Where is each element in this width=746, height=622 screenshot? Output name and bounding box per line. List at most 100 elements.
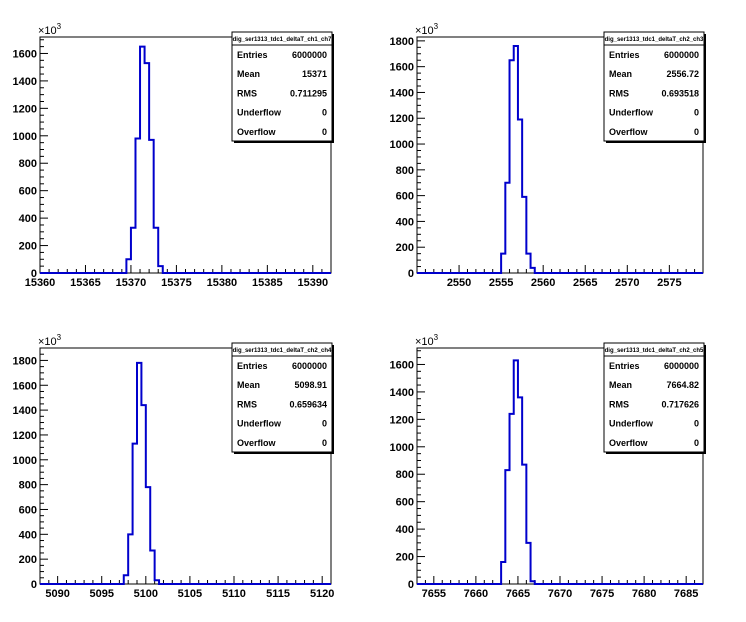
stats-box-frame <box>603 31 705 142</box>
histogram-pad-1: 15360 15365 15370 15375 15380 15385 15390 0 200 4… <box>13 22 334 289</box>
x-tick-label: 15375 <box>161 277 192 289</box>
y-tick-label: 1800 <box>13 355 37 367</box>
y-tick-label: 800 <box>396 469 414 481</box>
stats-box-frame <box>231 342 333 453</box>
y-axis-exponent-power: 3 <box>57 333 62 342</box>
y-tick-label: 800 <box>396 165 414 177</box>
histogram-pad-2: 2550 2555 2560 2565 2570 2575 0 200 400 600 800 100… <box>390 22 706 289</box>
stats-value-underflow: 0 <box>694 108 699 118</box>
stats-value-rms: 0.717626 <box>661 399 699 409</box>
y-tick-label: 400 <box>19 529 37 541</box>
stats-value-mean: 7664.82 <box>666 380 699 390</box>
x-tick-label: 2555 <box>489 277 513 289</box>
y-tick-label: 1600 <box>13 48 37 60</box>
x-tick-label: 5090 <box>45 588 69 600</box>
y-tick-label: 200 <box>19 554 37 566</box>
histogram-bin <box>145 63 150 273</box>
y-tick-label: 1800 <box>390 36 414 48</box>
y-tick-label: 400 <box>19 213 37 225</box>
y-axis-exponent-base: ×10 <box>38 25 57 37</box>
x-tick-label: 2560 <box>531 277 555 289</box>
histogram-pad-3: 5090 5095 5100 5105 5110 5115 5120 0 200 400 600 80… <box>13 333 335 600</box>
histogram-bin <box>135 139 140 273</box>
y-axis-exponent-power: 3 <box>57 22 62 31</box>
x-tick-label: 5095 <box>89 588 113 600</box>
histogram-bin <box>505 183 509 273</box>
histogram-bin <box>141 405 145 584</box>
stats-box: dig_ser1313_tdc1_deltaT_ch2_ch4 Entries 60… <box>231 342 334 454</box>
stats-value-entries: 6000000 <box>664 361 699 371</box>
x-tick-label: 7680 <box>632 588 656 600</box>
stats-value-underflow: 0 <box>322 108 327 118</box>
x-tick-label: 5115 <box>266 588 290 600</box>
stats-value-entries: 6000000 <box>292 50 327 60</box>
stats-box-frame <box>231 31 333 142</box>
histogram-bin <box>514 46 518 273</box>
histogram-bin <box>126 259 131 273</box>
histogram-bin <box>522 197 526 273</box>
stats-key-mean: Mean <box>609 380 632 390</box>
stats-value-overflow: 0 <box>694 127 699 137</box>
histogram-bin <box>124 575 128 584</box>
x-tick-label: 15390 <box>298 277 329 289</box>
x-tick-label: 15365 <box>70 277 101 289</box>
stats-key-underflow: Underflow <box>609 419 654 429</box>
x-tick-label: 5120 <box>310 588 334 600</box>
stats-key-entries: Entries <box>237 361 268 371</box>
y-tick-label: 600 <box>396 497 414 509</box>
stats-value-overflow: 0 <box>322 127 327 137</box>
stats-value-mean: 5098.91 <box>294 380 327 390</box>
stats-key-entries: Entries <box>237 50 268 60</box>
y-axis-exponent-power: 3 <box>434 333 439 342</box>
stats-value-rms: 0.693518 <box>661 88 699 98</box>
stats-key-underflow: Underflow <box>237 419 282 429</box>
stats-key-overflow: Overflow <box>609 438 649 448</box>
stats-value-rms: 0.659634 <box>289 399 327 409</box>
y-tick-label: 1000 <box>13 131 37 143</box>
x-tick-label: 7675 <box>590 588 614 600</box>
stats-key-mean: Mean <box>609 69 632 79</box>
histogram-bin <box>140 47 145 273</box>
x-tick-label: 2575 <box>657 277 681 289</box>
y-tick-label: 0 <box>408 268 414 280</box>
stats-key-entries: Entries <box>609 50 640 60</box>
y-tick-label: 1200 <box>390 414 414 426</box>
x-tick-label: 5110 <box>222 588 246 600</box>
y-axis-exponent: ×103 <box>38 333 62 348</box>
y-tick-label: 600 <box>396 191 414 203</box>
y-tick-label: 1000 <box>390 442 414 454</box>
histogram-line <box>417 45 703 274</box>
stats-key-mean: Mean <box>237 69 260 79</box>
histogram-bin <box>158 266 163 273</box>
stats-value-overflow: 0 <box>694 438 699 448</box>
y-tick-label: 1400 <box>13 405 37 417</box>
histogram-pad-4: 7655 7660 7665 7670 7675 7680 7685 0 200 400 600 80… <box>390 333 706 600</box>
y-tick-label: 1400 <box>13 76 37 88</box>
x-tick-label: 2570 <box>615 277 639 289</box>
histogram-bin <box>133 444 137 584</box>
y-axis-exponent: ×103 <box>415 22 439 37</box>
stats-title: dig_ser1313_tdc1_deltaT_ch1_ch7 <box>233 37 332 43</box>
x-tick-label: 15370 <box>116 277 147 289</box>
x-tick-label: 7670 <box>548 588 572 600</box>
y-tick-label: 1200 <box>13 430 37 442</box>
y-tick-label: 1400 <box>390 387 414 399</box>
stats-key-entries: Entries <box>609 361 640 371</box>
histogram-line <box>417 359 703 585</box>
histogram-bin <box>155 580 159 584</box>
y-tick-label: 1600 <box>390 62 414 74</box>
y-axis-exponent-power: 3 <box>434 22 439 31</box>
histogram-bin <box>514 360 518 584</box>
stats-box: dig_ser1313_tdc1_deltaT_ch1_ch7 Entries 60… <box>231 31 334 143</box>
histogram-bin <box>501 254 505 273</box>
y-tick-label: 200 <box>396 242 414 254</box>
stats-value-entries: 6000000 <box>664 50 699 60</box>
stats-value-entries: 6000000 <box>292 361 327 371</box>
x-tick-label: 15385 <box>252 277 283 289</box>
y-tick-label: 1200 <box>13 103 37 115</box>
stats-key-rms: RMS <box>237 88 257 98</box>
x-tick-label: 7660 <box>464 588 488 600</box>
stats-title: dig_ser1313_tdc1_deltaT_ch2_ch4 <box>233 348 332 354</box>
x-tick-label: 5105 <box>178 588 202 600</box>
